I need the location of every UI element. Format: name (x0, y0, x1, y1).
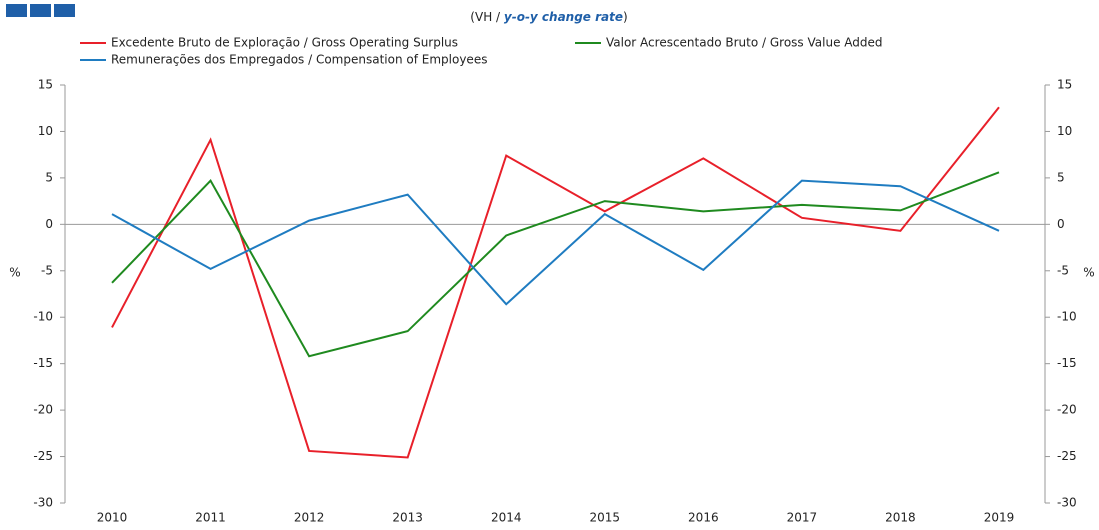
subtitle-part: (VH / (470, 10, 504, 24)
x-tick-label: 2014 (491, 511, 522, 525)
y-tick-label: -25 (33, 449, 53, 463)
legend-label: Remunerações dos Empregados / Compensati… (111, 53, 487, 67)
y-tick-label: -10 (33, 310, 53, 324)
y2-tick-label: 15 (1057, 78, 1072, 92)
y-axis-label: % (9, 266, 20, 280)
x-tick-label: 2018 (885, 511, 916, 525)
legend-label: Excedente Bruto de Exploração / Gross Op… (111, 36, 458, 50)
x-tick-label: 2016 (688, 511, 719, 525)
x-tick-label: 2017 (787, 511, 818, 525)
y2-tick-label: -20 (1057, 403, 1077, 417)
y2-tick-label: -30 (1057, 496, 1077, 510)
x-tick-label: 2010 (97, 511, 128, 525)
subtitle-part: ) (623, 10, 628, 24)
y2-tick-label: 5 (1057, 170, 1065, 184)
y-tick-label: 10 (38, 124, 53, 138)
y2-tick-label: -25 (1057, 449, 1077, 463)
legend-label: Valor Acrescentado Bruto / Gross Value A… (606, 36, 883, 50)
series-line (111, 106, 1000, 459)
y2-tick-label: 0 (1057, 217, 1065, 231)
y-tick-label: -5 (41, 263, 53, 277)
x-tick-label: 2011 (195, 511, 226, 525)
series-line (111, 179, 1000, 306)
logo (6, 4, 75, 17)
chart-subtitle: (VH / y-o-y change rate) (470, 10, 627, 24)
y-tick-label: 5 (45, 170, 53, 184)
series-line (111, 171, 1000, 358)
x-tick-label: 2013 (392, 511, 423, 525)
y2-tick-label: -15 (1057, 356, 1077, 370)
x-tick-label: 2019 (984, 511, 1015, 525)
y-tick-label: 15 (38, 78, 53, 92)
x-tick-label: 2012 (294, 511, 325, 525)
y2-axis-label: % (1083, 266, 1094, 280)
x-tick-label: 2015 (590, 511, 621, 525)
y2-tick-label: -10 (1057, 310, 1077, 324)
y-tick-label: -15 (33, 356, 53, 370)
subtitle-emphasis: y-o-y change rate (504, 10, 623, 24)
y-tick-label: -30 (33, 496, 53, 510)
y2-tick-label: 10 (1057, 124, 1072, 138)
y-tick-label: 0 (45, 217, 53, 231)
y2-tick-label: -5 (1057, 263, 1069, 277)
y-tick-label: -20 (33, 403, 53, 417)
